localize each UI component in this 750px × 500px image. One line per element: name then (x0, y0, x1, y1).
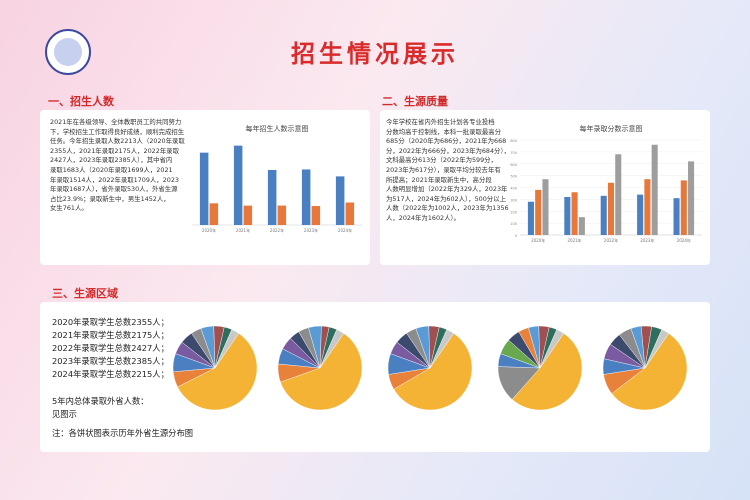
paragraph: 2021年在各级领导、全体教职员工的共同努力 下，学校招生工作取得良好成绩，顺利完… (50, 118, 185, 214)
text-line: 人数（2022年为1002人，2023年为1356 (386, 204, 509, 213)
text-line: 2023年录取学生总数2385人； (52, 356, 169, 366)
section-heading: 二、生源质量 (382, 95, 448, 108)
paragraph: 2020年录取学生总数2355人； 2021年录取学生总数2175人； 2022年录… (52, 316, 193, 440)
bar (209, 203, 219, 225)
bar (651, 144, 658, 235)
bar (199, 152, 209, 225)
text-line: 下，学校招生工作取得良好成绩，顺利完成招生 (50, 127, 185, 136)
text-line: 为517人，2024年为602人），500分以上 (386, 194, 506, 203)
panel (40, 302, 710, 452)
x-tick-label: 2024年 (338, 227, 352, 233)
bar (615, 154, 622, 235)
bar (243, 205, 253, 225)
pie-slice (280, 333, 363, 411)
text-line: 文科最高分613分（2022年为599分， (386, 156, 497, 165)
bar (542, 179, 549, 235)
text-line: 2427人，2023年录取2385人），其中省内 (50, 156, 173, 165)
pie-slice (177, 333, 258, 411)
bar (277, 205, 287, 225)
paragraph: 今年学校在省内外招生计划各专业投档 分数均高于控制线，本科一批录取最高分 685分（… (386, 118, 510, 224)
bar (527, 201, 534, 235)
section-heading: 三、生源区域 (52, 287, 118, 300)
y-tick-label: 800 (510, 139, 517, 143)
y-tick-label: 400 (510, 187, 517, 191)
pie-slice (644, 329, 669, 369)
bar (267, 169, 277, 225)
pie-slice (539, 329, 564, 369)
text-line: 分，2022年为666分，2023年为684分）， (386, 146, 511, 155)
x-tick-label: 2022年 (270, 227, 284, 233)
text-line: 注：各饼状图表示历年外省生源分布图 (52, 428, 194, 438)
text-line: 2021年在各级领导、全体教职员工的共同努力 (50, 118, 182, 126)
x-tick-label: 2023年 (304, 227, 318, 233)
y-tick-label: 100 (510, 222, 517, 226)
text-line: 今年学校在省内外招生计划各专业投档 (386, 118, 495, 126)
logo-inner (54, 38, 82, 66)
bar (301, 169, 311, 225)
bar (345, 202, 355, 225)
y-tick-label: 0 (515, 234, 517, 238)
x-tick-label: 2021年 (236, 227, 250, 233)
text-line: 2020年录取学生总数2355人； (52, 317, 169, 327)
y-tick-label: 600 (510, 163, 517, 167)
text-line: 2024年录取学生总数2215人； (52, 369, 169, 379)
bar (688, 161, 695, 235)
x-tick-label: 2020年 (202, 227, 216, 233)
text-line: 分数均高于控制线，本科一批录取最高分 (386, 127, 502, 136)
y-tick-label: 700 (510, 151, 517, 155)
bar (680, 180, 687, 235)
chart-title: 每年录取分数示意图 (580, 124, 643, 133)
chart-title: 每年招生人数示意图 (246, 124, 309, 133)
bar (644, 179, 651, 235)
text-line: 2021年录取学生总数2175人； (52, 330, 169, 340)
x-tick-label: 2024年 (677, 237, 691, 243)
text-line: 2023年为617分），录取平均分较去年有 (386, 165, 501, 174)
bar (233, 145, 243, 225)
text-line: 年录取1514人，2022年录取1709人，2023 (50, 175, 179, 184)
text-line: 685分（2020年为686分，2021年为668 (386, 137, 507, 146)
text-line: 2355人，2021年录取2175人，2022年录取 (50, 146, 179, 155)
bar (335, 176, 345, 225)
text-line: 5年内总体录取外省人数： (52, 396, 149, 406)
section-heading: 一、招生人数 (48, 95, 114, 108)
bar (637, 194, 644, 235)
text-line: 2022年录取学生总数2427人； (52, 343, 169, 353)
text-line: 年录取1687人），省外录取530人，外省生源 (50, 185, 178, 194)
bar (607, 182, 615, 235)
pie-slice (319, 329, 344, 369)
text-line: 人数明显增加（2022年为329人，2023年 (386, 185, 508, 194)
y-tick-label: 300 (510, 198, 517, 202)
page-title: 招生情况展示 (291, 40, 459, 68)
x-tick-label: 2020年 (531, 237, 545, 243)
pie-slice (511, 333, 583, 411)
bar (311, 205, 321, 225)
y-tick-label: 500 (510, 175, 517, 179)
text-line: 女生761人。 (50, 204, 88, 213)
x-tick-label: 2022年 (604, 237, 618, 243)
text-line: 见图示 (52, 409, 77, 419)
text-line: 占比23.9%；录取新生中，男生1452人， (50, 194, 170, 203)
pie-slice (611, 333, 688, 411)
x-tick-label: 2023年 (640, 237, 654, 243)
text-line: 录取1683人（2020年录取1699人，2021 (50, 165, 173, 174)
y-tick-label: 200 (510, 210, 517, 214)
bar (535, 189, 542, 235)
pie-slice (429, 329, 454, 369)
bar (571, 192, 578, 235)
bar (673, 198, 680, 235)
text-line: 人，2024年为1602人）。 (386, 213, 461, 222)
pie-slice (214, 329, 239, 369)
pie-slice (393, 333, 473, 411)
text-line: 所提高；2021年录取新生中，高分段 (386, 175, 492, 184)
bar (578, 217, 585, 235)
bar (600, 195, 607, 235)
x-tick-label: 2021年 (568, 237, 582, 243)
bar (564, 197, 571, 235)
text-line: 任务。今年招生录取人数2213人（2020年录取 (50, 137, 185, 146)
